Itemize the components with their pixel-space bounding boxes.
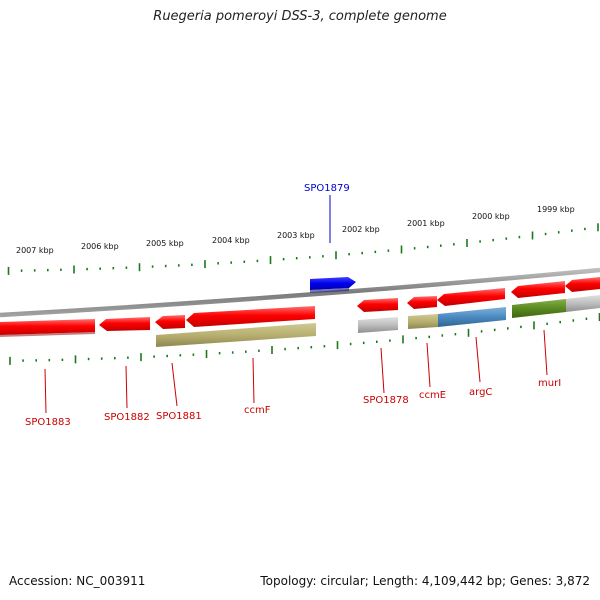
gene-next-right[interactable] [565, 277, 600, 292]
gene-SPO1881[interactable] [155, 315, 185, 329]
domain-bar-next [566, 295, 600, 312]
label-SPO1878[interactable]: SPO1878 [363, 395, 409, 406]
genome-backbone [0, 267, 600, 318]
domain-bar-argC [438, 307, 506, 327]
gene-track-minus [0, 277, 600, 337]
label-argC[interactable]: argC [469, 387, 492, 398]
tick-label-2002: 2002 kbp [342, 225, 380, 234]
gene-SPO1879[interactable] [310, 277, 356, 293]
accession-text: Accession: NC_003911 [9, 574, 146, 588]
gene-SPO1878[interactable] [357, 298, 398, 312]
ruler-labels: 2007 kbp 2006 kbp 2005 kbp 2004 kbp 2003… [16, 205, 575, 255]
domain-bar-ccmF [156, 323, 316, 347]
tick-label-2003: 2003 kbp [277, 231, 315, 240]
tick-label-2005: 2005 kbp [146, 239, 184, 248]
gene-ccmF[interactable] [186, 306, 315, 327]
tick-label-2007: 2007 kbp [16, 246, 54, 255]
domain-bar-murI [512, 299, 566, 318]
outer-tick-ruler [7, 223, 599, 275]
label-ccmF[interactable]: ccmF [244, 405, 271, 416]
label-SPO1882[interactable]: SPO1882 [104, 412, 150, 423]
annotation-track [156, 295, 600, 347]
label-murI[interactable]: murI [538, 378, 561, 389]
gene-SPO1882[interactable] [99, 317, 150, 331]
tick-label-1999: 1999 kbp [537, 205, 575, 214]
domain-bar-SPO1878 [358, 317, 398, 333]
tick-label-2001: 2001 kbp [407, 219, 445, 228]
gene-murI[interactable] [511, 281, 565, 298]
inner-tick-ruler [9, 313, 600, 365]
topology-text: Topology: circular; Length: 4,109,442 bp… [260, 574, 590, 588]
gene-argC[interactable] [437, 288, 505, 306]
tick-label-2000: 2000 kbp [472, 212, 510, 221]
label-SPO1883[interactable]: SPO1883 [25, 417, 71, 428]
tick-label-2004: 2004 kbp [212, 236, 250, 245]
gene-ccmE[interactable] [407, 296, 437, 309]
gene-labels: SPO1879 SPO1883 SPO1882 SPO1881 ccmF SPO… [25, 183, 561, 428]
leader-lines [44, 195, 548, 414]
label-SPO1881[interactable]: SPO1881 [156, 411, 202, 422]
tick-label-2006: 2006 kbp [81, 242, 119, 251]
gene-SPO1883[interactable] [0, 319, 95, 337]
map-title: Ruegeria pomeroyi DSS-3, complete genome [153, 9, 447, 24]
label-SPO1879[interactable]: SPO1879 [304, 183, 350, 194]
domain-bar-ccmE [408, 314, 438, 329]
label-ccmE[interactable]: ccmE [419, 390, 446, 401]
